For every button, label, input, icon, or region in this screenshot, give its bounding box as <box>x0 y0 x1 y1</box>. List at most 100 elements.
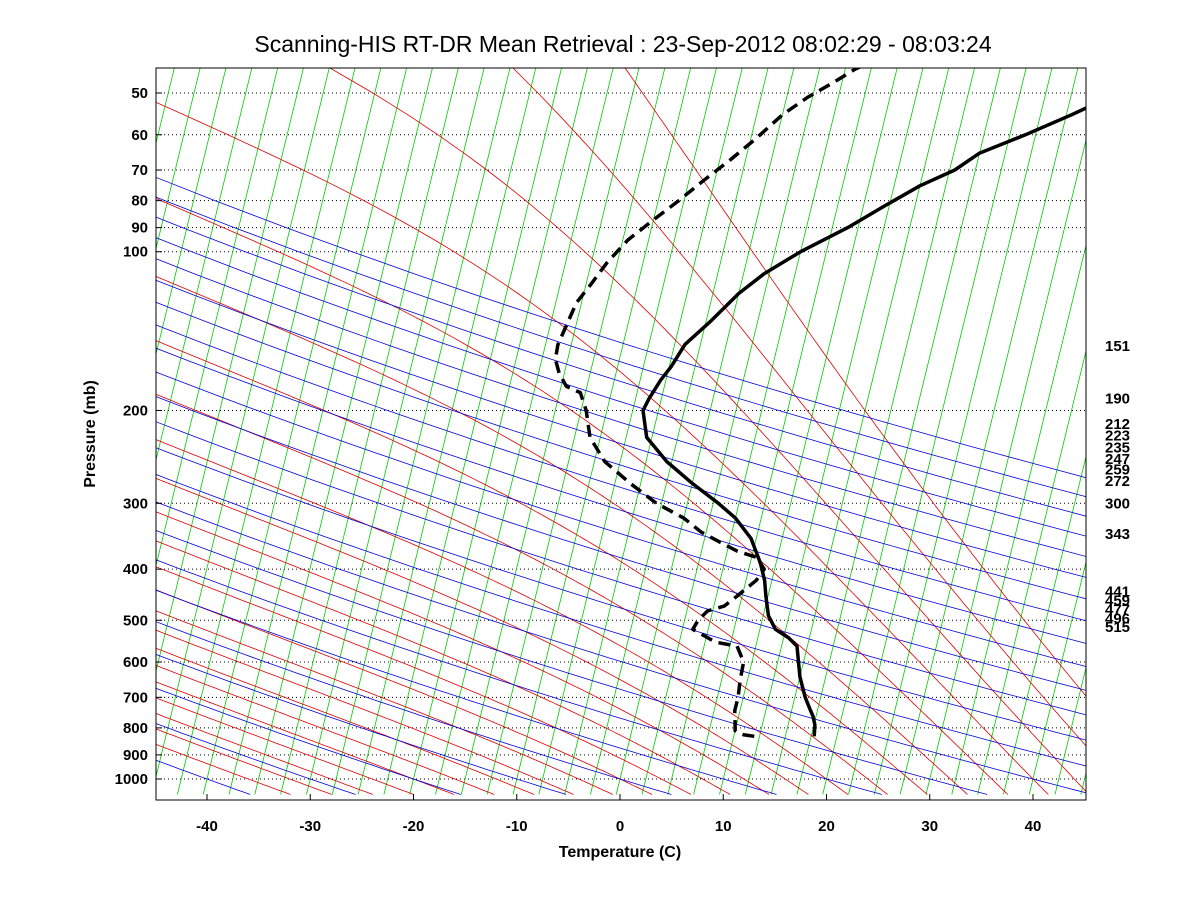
y-tick-label: 90 <box>131 220 148 237</box>
isotherm-line <box>156 68 227 356</box>
y-tick-label: 60 <box>131 127 148 144</box>
dry-adiabat-line <box>156 396 1086 691</box>
dry-adiabat-line <box>156 653 567 795</box>
right-label: 190 <box>1105 391 1130 408</box>
right-label: 459 <box>1105 593 1130 610</box>
right-label: 212 <box>1105 416 1130 433</box>
x-tick-label: -40 <box>196 818 218 835</box>
y-tick-label: 1000 <box>115 771 148 788</box>
y-tick-label: 600 <box>123 654 148 671</box>
moist-adiabat-line <box>512 68 1086 747</box>
right-label: 272 <box>1105 473 1130 490</box>
dewpoint-profile-line <box>553 68 862 739</box>
dry-adiabat-line <box>156 347 1086 644</box>
x-axis-label: Temperature (C) <box>559 844 681 861</box>
y-tick-label: 70 <box>131 162 148 179</box>
isotherm-line <box>744 68 924 795</box>
moist-adiabat-line <box>156 275 968 795</box>
moist-adiabat-line <box>156 198 1009 795</box>
moist-adiabat-lines <box>156 68 1086 795</box>
y-tick-label: 900 <box>123 747 148 764</box>
moist-adiabat-line <box>156 743 291 795</box>
y-axis-label: Pressure (mb) <box>82 380 99 488</box>
y-tick-label: 400 <box>123 561 148 578</box>
moist-adiabat-line <box>156 629 574 795</box>
isotherm-line <box>435 68 614 795</box>
dry-adiabat-line <box>156 216 1086 517</box>
moist-adiabat-line <box>156 728 332 795</box>
dry-adiabat-line <box>156 324 1086 622</box>
dry-adiabat-line <box>156 687 461 795</box>
isotherm-line <box>641 68 821 795</box>
isotherm-line <box>512 68 692 795</box>
dry-adiabat-line <box>156 279 1086 578</box>
x-tick-label: 30 <box>921 818 938 835</box>
x-tick-label: 0 <box>616 818 624 835</box>
isotherm-line <box>177 68 356 795</box>
isotherm-line <box>1003 455 1086 795</box>
isotherm-line <box>796 68 975 795</box>
right-label: 496 <box>1105 610 1130 627</box>
moist-adiabat-line <box>156 540 731 795</box>
moist-adiabat-line <box>156 439 849 795</box>
right-label: 477 <box>1105 601 1130 618</box>
isotherm-line <box>564 68 743 795</box>
dry-adiabat-line <box>156 447 1086 741</box>
moist-adiabat-line <box>156 393 888 795</box>
moist-adiabat-line <box>156 647 535 795</box>
dry-adiabat-line <box>156 176 1086 479</box>
isotherm-line <box>667 68 846 795</box>
dry-adiabat-line <box>156 196 1086 498</box>
isotherm-line <box>538 68 717 795</box>
isotherm-line <box>951 244 1086 795</box>
isotherm-line <box>1080 771 1086 795</box>
isotherm-line <box>331 68 511 795</box>
isotherm-line <box>156 68 304 673</box>
moist-adiabat-line <box>624 68 1086 697</box>
x-tick-label: -10 <box>506 818 528 835</box>
sounding-profiles <box>553 68 1086 739</box>
isotherm-line <box>254 68 433 795</box>
isotherm-line <box>156 68 201 251</box>
isotherm-lines <box>0 64 1086 795</box>
right-label: 151 <box>1105 338 1130 355</box>
moist-adiabat-line <box>156 511 770 795</box>
isotherm-line <box>615 68 795 795</box>
y-tick-label: 100 <box>123 244 148 261</box>
dry-adiabat-line <box>156 530 988 795</box>
x-tick-label: 40 <box>1025 818 1042 835</box>
right-label: 515 <box>1105 619 1130 636</box>
moist-adiabat-line <box>156 477 809 795</box>
chart-title: Scanning-HIS RT-DR Mean Retrieval : 23-S… <box>254 31 991 57</box>
isotherm-line <box>280 68 459 795</box>
moist-adiabat-line <box>156 697 414 795</box>
isotherm-line <box>156 68 279 568</box>
right-label: 223 <box>1105 427 1130 444</box>
isotherm-line <box>0 64 124 795</box>
isotherm-line <box>460 68 640 795</box>
dry-adiabat-lines <box>156 176 1086 795</box>
y-tick-label: 800 <box>123 720 148 737</box>
isotherm-line <box>0 64 46 795</box>
isotherm-line <box>1054 666 1086 795</box>
dry-adiabat-line <box>156 621 672 795</box>
isotherm-line <box>590 68 769 795</box>
isotherm-line <box>822 68 1001 795</box>
dry-adiabat-line <box>156 421 1086 716</box>
dry-adiabat-line <box>156 723 356 795</box>
moist-adiabat-line <box>156 665 495 795</box>
moist-adiabat-line <box>156 681 455 795</box>
x-tick-label: -30 <box>299 818 321 835</box>
moist-adiabat-line <box>156 101 1049 795</box>
isotherm-line <box>899 68 1079 795</box>
isotherm-line <box>977 349 1086 795</box>
right-label: 300 <box>1105 495 1130 512</box>
moist-adiabat-line <box>156 566 692 795</box>
y-tick-label: 80 <box>131 193 148 210</box>
right-label: 259 <box>1105 462 1130 479</box>
y-tick-label: 500 <box>123 612 148 629</box>
moist-adiabat-line <box>156 610 613 795</box>
x-tick-label: 20 <box>818 818 835 835</box>
isotherm-line <box>409 68 588 795</box>
